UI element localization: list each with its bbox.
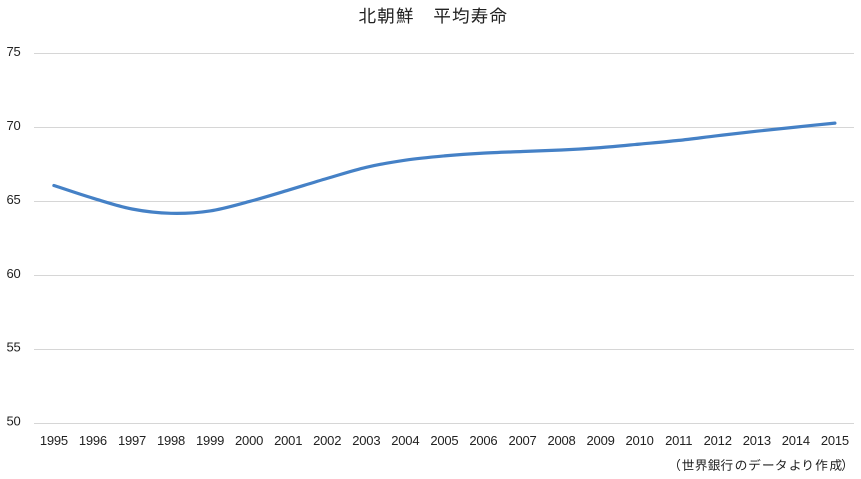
svg-text:2008: 2008 bbox=[547, 433, 575, 448]
svg-text:2003: 2003 bbox=[352, 433, 380, 448]
svg-text:1995: 1995 bbox=[40, 433, 68, 448]
svg-text:2014: 2014 bbox=[782, 433, 810, 448]
svg-text:1998: 1998 bbox=[157, 433, 185, 448]
svg-text:2010: 2010 bbox=[626, 433, 654, 448]
svg-text:2013: 2013 bbox=[743, 433, 771, 448]
svg-text:2005: 2005 bbox=[430, 433, 458, 448]
svg-text:2000: 2000 bbox=[235, 433, 263, 448]
svg-text:2001: 2001 bbox=[274, 433, 302, 448]
svg-text:60: 60 bbox=[6, 266, 20, 281]
svg-text:50: 50 bbox=[6, 414, 20, 429]
svg-text:55: 55 bbox=[6, 340, 20, 355]
svg-text:65: 65 bbox=[6, 192, 20, 207]
svg-text:1999: 1999 bbox=[196, 433, 224, 448]
svg-text:2011: 2011 bbox=[665, 433, 692, 448]
svg-text:1996: 1996 bbox=[79, 433, 107, 448]
svg-text:70: 70 bbox=[6, 118, 20, 133]
svg-text:2007: 2007 bbox=[508, 433, 536, 448]
svg-text:2004: 2004 bbox=[391, 433, 419, 448]
svg-text:2015: 2015 bbox=[821, 433, 849, 448]
svg-text:75: 75 bbox=[6, 44, 20, 59]
svg-text:2006: 2006 bbox=[469, 433, 497, 448]
svg-text:2012: 2012 bbox=[704, 433, 732, 448]
svg-text:2009: 2009 bbox=[587, 433, 615, 448]
svg-text:2002: 2002 bbox=[313, 433, 341, 448]
svg-text:1997: 1997 bbox=[118, 433, 146, 448]
